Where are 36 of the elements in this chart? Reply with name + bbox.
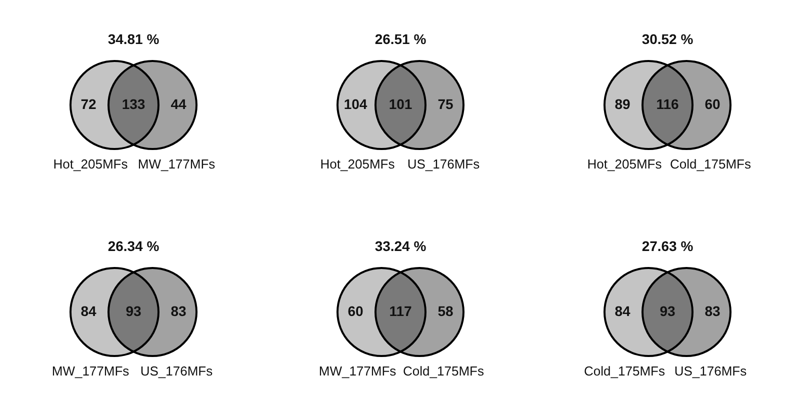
data-label: 101 xyxy=(388,96,412,112)
data-label: 133 xyxy=(122,96,146,112)
data-label: 72 xyxy=(80,96,96,112)
category-label: MW_177MFs xyxy=(138,156,216,172)
data-label: 44 xyxy=(170,96,186,112)
data-label: 84 xyxy=(80,302,96,319)
text: 26.51 % xyxy=(374,30,427,47)
category-label: US_176MFs xyxy=(140,364,214,379)
category-label: US_176MFs xyxy=(407,156,480,172)
category-label: MW_177MFs xyxy=(318,364,397,379)
category-label: Hot_205MFs xyxy=(587,156,662,172)
data-label: 117 xyxy=(389,302,412,319)
category-label: Cold_175MFs xyxy=(584,364,666,379)
data-label: 60 xyxy=(348,302,364,319)
data-label: 104 xyxy=(344,96,368,112)
data-label: 116 xyxy=(656,96,680,112)
data-label: 83 xyxy=(704,302,720,319)
data-label: 58 xyxy=(438,302,454,319)
text: 26.34 % xyxy=(108,238,160,254)
data-label: 60 xyxy=(704,96,720,112)
category-label: MW_177MFs xyxy=(52,364,130,379)
data-label: 89 xyxy=(614,96,630,112)
data-label: 75 xyxy=(438,96,454,112)
text: 27.63 % xyxy=(642,238,694,254)
data-label: 84 xyxy=(614,302,630,319)
category-label: Cold_175MFs xyxy=(403,364,484,379)
text: 33.24 % xyxy=(374,238,427,254)
text: 34.81 % xyxy=(108,30,160,47)
data-label: 93 xyxy=(660,302,676,319)
data-label: 83 xyxy=(170,302,186,319)
data-label: 93 xyxy=(126,302,142,319)
category-label: US_176MFs xyxy=(674,364,748,379)
category-label: Hot_205MFs xyxy=(53,156,128,172)
text: 30.52 % xyxy=(642,30,694,47)
category-label: Cold_175MFs xyxy=(670,156,752,172)
category-label: Hot_205MFs xyxy=(320,156,396,172)
